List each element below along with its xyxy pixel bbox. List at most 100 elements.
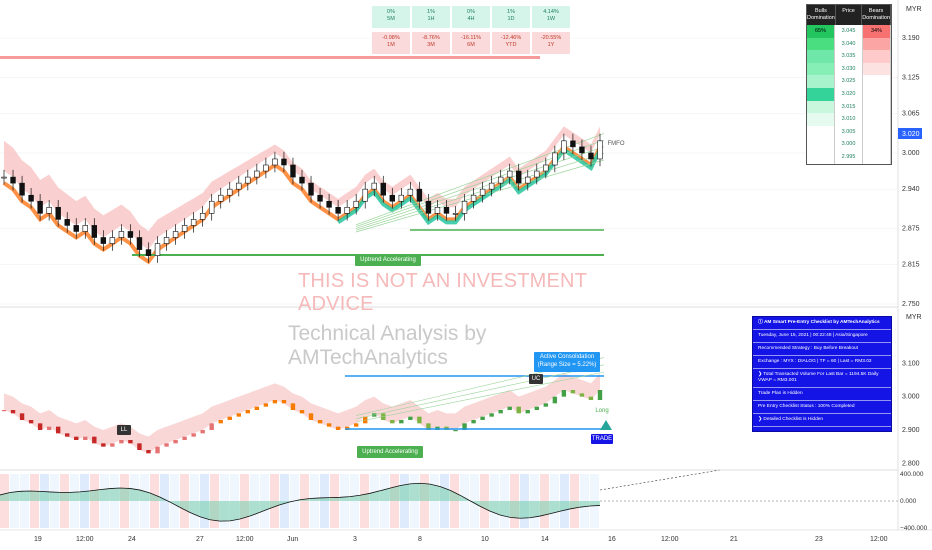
- lower-candle: [119, 440, 124, 444]
- candle-body: [570, 140, 576, 148]
- price-tick: 2.815: [902, 262, 920, 269]
- lower-candle: [561, 390, 567, 397]
- performance-table: 0% 5M 1% 1H 0% 4H 1% 1D 4.14% 1W -0.98% 1M -8.76% 3M -…: [372, 6, 570, 54]
- candle-body: [154, 243, 161, 256]
- perf-cell: -8.76% 3M: [412, 32, 450, 54]
- lower-candle: [299, 410, 305, 414]
- channel-line: [355, 159, 605, 233]
- lower-candle: [417, 416, 422, 424]
- price-axis: 3.190 3.125 3.065 3.000 2.940 2.875 2.815 2.750…: [900, 35, 928, 532]
- candle-body: [73, 225, 79, 232]
- channel-line: [355, 139, 605, 227]
- lower-candle: [462, 423, 467, 430]
- domination-row: 65% 3.045 34%: [807, 25, 891, 38]
- long-label: Long: [595, 408, 609, 414]
- osc-tick: 400.000: [900, 471, 924, 478]
- consolidation-label: Active Consolidation (Range Size = 5.22%…: [534, 352, 600, 372]
- date-tick: 12:00: [76, 536, 94, 543]
- lower-candle: [471, 420, 476, 424]
- candle-body: [299, 176, 305, 184]
- lower-candle: [182, 436, 187, 440]
- candle-body: [579, 146, 585, 154]
- domination-row: 3.010: [807, 113, 891, 126]
- candle-body: [407, 188, 414, 196]
- candle-body: [91, 225, 98, 238]
- candle-body: [290, 164, 296, 178]
- domination-row: 3.040: [807, 37, 891, 51]
- price-tick: 3.000: [902, 150, 920, 157]
- candle-body: [19, 182, 25, 196]
- top-red-bar: [0, 56, 540, 59]
- candle-body: [561, 140, 567, 154]
- candle-body: [434, 206, 441, 214]
- lower-candle: [399, 420, 404, 424]
- date-tick: Jun: [287, 536, 299, 543]
- perf-cell: 0% 4H: [452, 6, 490, 28]
- candle-body: [425, 200, 432, 214]
- currency-bottom: MYR: [906, 314, 922, 321]
- ll-label: LL: [117, 425, 131, 435]
- lower-candle: [19, 413, 25, 420]
- date-tick: 12:00: [236, 536, 254, 543]
- date-tick: 10: [481, 536, 489, 543]
- candle-body: [317, 194, 323, 202]
- price-tick: 3.065: [902, 111, 920, 118]
- lower-candle: [507, 406, 512, 410]
- candle-body: [534, 170, 540, 178]
- date-tick: 8: [418, 536, 422, 543]
- lower-candle: [74, 436, 79, 440]
- candle-body: [588, 152, 594, 160]
- candle-body: [353, 200, 359, 208]
- domination-table: Bulls Domination Price Bears Domination …: [806, 4, 892, 165]
- lower-candle: [28, 420, 34, 424]
- channel-line: [355, 133, 605, 226]
- perf-cell: 1% 1D: [492, 6, 530, 28]
- lower-candle: [254, 406, 260, 410]
- perf-cell: 0% 5M: [372, 6, 410, 28]
- lower-candle: [46, 426, 52, 430]
- candle-body: [335, 206, 341, 214]
- date-tick: 14: [541, 536, 549, 543]
- candle-body: [127, 231, 134, 238]
- lower-candle: [281, 400, 287, 404]
- checklist-line: Exchange : MYX : DIALOG | TF = 60 | Last…: [753, 356, 891, 369]
- candle-body: [181, 225, 188, 232]
- candle-body: [488, 182, 495, 190]
- lower-candle: [408, 416, 413, 420]
- uptrend-label-bottom: Uptrend Accelerating: [357, 446, 423, 458]
- lower-candle: [245, 410, 251, 414]
- candle-body: [64, 219, 70, 226]
- lower-candle: [489, 413, 494, 417]
- lower-candle: [534, 406, 539, 410]
- candle-body: [100, 237, 107, 244]
- perf-cell: -20.55% 1Y: [532, 32, 570, 54]
- lower-candle: [65, 433, 70, 437]
- lower-candle: [173, 440, 178, 444]
- bulls-header: Bulls Domination: [807, 5, 836, 25]
- checklist-line: ⓘ AM Smart Pre-Entry Checklist by AMTech…: [753, 317, 891, 330]
- candle-body: [199, 213, 206, 220]
- candle-body: [163, 237, 170, 244]
- lower-candle: [317, 420, 323, 424]
- lower-candle: [543, 403, 549, 407]
- lower-candle: [579, 393, 585, 397]
- candle-body: [172, 231, 179, 238]
- candle-body: [245, 176, 251, 184]
- lower-candle: [263, 403, 269, 407]
- checklist-line: ❯ Detailed Checklist is Hidden: [753, 414, 891, 427]
- lower-candle: [272, 400, 278, 404]
- lower-pane: [1, 357, 612, 454]
- lower-candle: [597, 390, 603, 400]
- candle-body: [281, 158, 287, 166]
- channel-line: [355, 146, 605, 229]
- candle-body: [479, 188, 486, 196]
- domination-row: 3.005: [807, 125, 891, 139]
- price-tick: 2.875: [902, 225, 920, 232]
- candle-body: [37, 200, 43, 214]
- domination-row: 3.000: [807, 138, 891, 151]
- domination-row: 3.020: [807, 87, 891, 101]
- lower-candle: [525, 410, 530, 414]
- lower-candle: [83, 436, 88, 440]
- checklist-line: ❯ Total Transacted Volume For Last Bar =…: [753, 369, 891, 388]
